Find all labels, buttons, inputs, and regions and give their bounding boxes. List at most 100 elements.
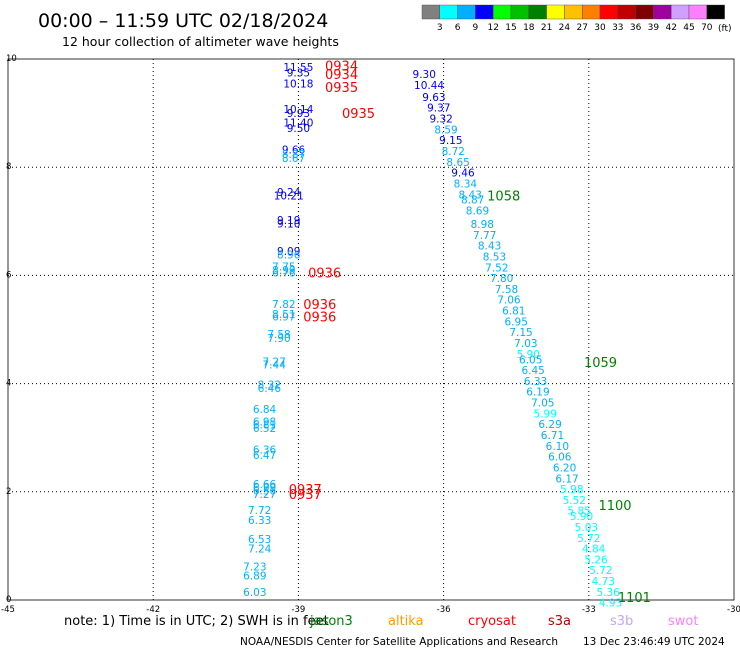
colorbar-swatch bbox=[635, 4, 654, 20]
pass-time-label: 0935 bbox=[342, 107, 375, 122]
jason3-data-label: 6.19 bbox=[526, 387, 549, 399]
x-tick-label: -45 bbox=[1, 605, 15, 615]
cryosat-data-label: 6.56 bbox=[253, 486, 277, 498]
pass-time-label: 0934 bbox=[325, 68, 358, 83]
cryosat-data-label: 7.24 bbox=[248, 544, 272, 556]
cryosat-data-label: 6.99 bbox=[253, 482, 276, 494]
cryosat-data-label: 6.36 bbox=[253, 445, 277, 457]
jason3-data-label: 7.03 bbox=[514, 338, 537, 350]
satellite-legend-cryosat: cryosat bbox=[468, 614, 516, 629]
jason3-data-label: 8.43 bbox=[459, 189, 482, 201]
cryosat-data-label: 9.19 bbox=[277, 215, 300, 227]
jason3-data-label: 5.36 bbox=[596, 587, 620, 599]
cryosat-data-label: 7.27 bbox=[263, 356, 286, 368]
jason3-data-label: 7.80 bbox=[490, 273, 513, 285]
colorbar-unit: (ft) bbox=[718, 24, 732, 34]
colorbar-swatch bbox=[582, 4, 601, 20]
colorbar-swatch bbox=[671, 4, 690, 20]
colorbar-swatch bbox=[688, 4, 707, 20]
colorbar-tick-label: 3 bbox=[437, 23, 443, 33]
cryosat-data-label: 6.97 bbox=[272, 312, 295, 324]
colorbar-tick-label: 12 bbox=[487, 23, 498, 33]
colorbar-swatch bbox=[706, 4, 725, 20]
cryosat-data-label: 9.10 bbox=[277, 218, 300, 230]
colorbar-swatch bbox=[564, 4, 583, 20]
pass-time-label: 1058 bbox=[487, 189, 520, 204]
jason3-data-label: 7.58 bbox=[495, 284, 518, 296]
cryosat-data-label: 6.46 bbox=[258, 383, 282, 395]
jason3-data-label: 5.85 bbox=[567, 506, 590, 518]
cryosat-data-label: 7.23 bbox=[243, 561, 266, 573]
jason3-data-label: 6.95 bbox=[505, 316, 528, 328]
gridlines bbox=[8, 59, 734, 600]
jason3-data-label: 6.81 bbox=[502, 306, 525, 318]
y-tick-label: 0 bbox=[6, 595, 11, 605]
jason3-data-label: 9.32 bbox=[429, 114, 452, 126]
plot-area bbox=[7, 58, 735, 601]
x-tick-label: -39 bbox=[291, 605, 305, 615]
footer-timestamp: 13 Dec 23:46:49 UTC 2024 bbox=[583, 636, 725, 648]
pass-time-label: 0937 bbox=[289, 483, 322, 498]
pass-time-label: 0936 bbox=[308, 267, 341, 282]
colorbar-swatch bbox=[546, 4, 565, 20]
colorbar-swatch bbox=[475, 4, 494, 20]
colorbar-tick-label: 42 bbox=[665, 23, 676, 33]
x-tick-label: -42 bbox=[146, 605, 160, 615]
colorbar-swatch bbox=[421, 4, 440, 20]
colorbar-swatch bbox=[493, 4, 512, 20]
jason3-data-label: 9.37 bbox=[427, 103, 450, 115]
cryosat-data-label: 10.21 bbox=[274, 190, 304, 202]
cryosat-data-label: 11.55 bbox=[283, 62, 313, 74]
x-tick-label: -36 bbox=[437, 605, 451, 615]
footer-credit: NOAA/NESDIS Center for Satellite Applica… bbox=[240, 636, 558, 648]
colorbar-tick-label: 36 bbox=[630, 23, 642, 33]
jason3-data-label: 6.33 bbox=[524, 376, 547, 388]
jason3-data-label: 8.59 bbox=[434, 124, 457, 136]
plot-border bbox=[7, 58, 735, 601]
jason3-data-label: 5.90 bbox=[517, 349, 540, 361]
cryosat-data-label: 6.52 bbox=[253, 423, 276, 435]
jason3-data-label: 6.06 bbox=[548, 452, 572, 464]
colorbar-swatch bbox=[439, 4, 458, 20]
pass-time-label: 0937 bbox=[289, 488, 322, 503]
jason3-data-label: 8.98 bbox=[471, 219, 494, 231]
y-tick-label: 8 bbox=[6, 162, 11, 172]
pass-time-label: 0936 bbox=[303, 298, 336, 313]
jason3-data-label: 4.73 bbox=[592, 576, 615, 588]
cryosat-data-label: 6.66 bbox=[253, 479, 277, 491]
cryosat-data-label: 6.81 bbox=[253, 420, 276, 432]
cryosat-data-label: 9.50 bbox=[287, 123, 310, 135]
cryosat-data-label: 6.84 bbox=[253, 404, 277, 416]
cryosat-data-label: 6.03 bbox=[243, 587, 266, 599]
y-tick-label: 2 bbox=[6, 487, 11, 497]
pass-time-label: 0934 bbox=[325, 59, 358, 74]
axis-tick-labels: -45 -42 -39 -36 -33 -30 0 2 4 6 8 10 bbox=[1, 54, 740, 615]
colorbar-tick-label: 18 bbox=[523, 23, 535, 33]
cryosat-data-label: 8.32 bbox=[258, 380, 281, 392]
pass-time-label: 0935 bbox=[325, 81, 358, 96]
cryosat-data-label: 6.89 bbox=[243, 571, 266, 583]
chart-subtitle: 12 hour collection of altimeter wave hei… bbox=[62, 34, 339, 49]
cryosat-data-label: 8.51 bbox=[272, 309, 295, 321]
x-tick-label: -33 bbox=[582, 605, 596, 615]
colorbar-swatch bbox=[510, 4, 529, 20]
jason3-data-label: 6.20 bbox=[553, 462, 576, 474]
colorbar-tick-label: 9 bbox=[473, 23, 479, 33]
cryosat-data-label: 7.75 bbox=[272, 262, 295, 274]
pass-time-labels: 0934093409350935093609360936093709371058… bbox=[289, 59, 651, 605]
pass-time-label: 1100 bbox=[598, 499, 631, 514]
colorbar-tick-label: 15 bbox=[505, 23, 516, 33]
jason3-data-label: 8.43 bbox=[478, 241, 501, 253]
cryosat-data-label: 7.44 bbox=[263, 360, 287, 372]
jason3-data-label: 8.65 bbox=[446, 157, 469, 169]
cryosat-data-label: 9.09 bbox=[277, 246, 300, 258]
cryosat-data-label: 11.40 bbox=[283, 117, 313, 129]
x-tick-label: -30 bbox=[727, 605, 740, 615]
cryosat-data-label: 8.96 bbox=[277, 249, 301, 261]
jason3-data-label: 6.29 bbox=[538, 419, 561, 431]
satellite-legend: jason3 altika cryosat s3a s3b swot bbox=[309, 614, 698, 629]
colorbar-tick-label: 70 bbox=[701, 23, 713, 33]
jason3-data-label: 7.06 bbox=[497, 295, 521, 307]
